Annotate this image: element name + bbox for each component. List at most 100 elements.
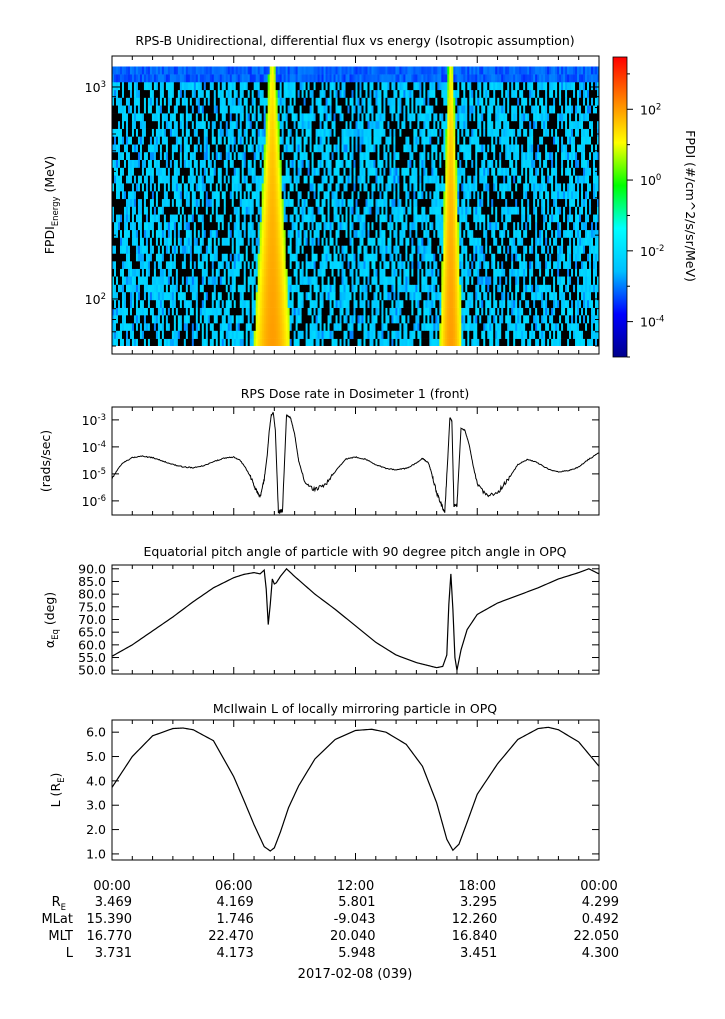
spectrogram-cell (279, 276, 283, 285)
spectrogram-cell (509, 291, 512, 301)
spectrogram-cell (289, 330, 293, 339)
spectrogram-cell (205, 221, 209, 231)
spectrogram-cell (253, 206, 257, 215)
spectrogram-cell (469, 284, 472, 293)
spectrogram-cell (499, 323, 502, 331)
spectrogram-cell (245, 323, 249, 331)
spectrogram-cell (427, 276, 430, 285)
spectrogram-cell (331, 183, 334, 192)
spectrogram-cell (143, 206, 147, 215)
spectrogram-cell (281, 261, 285, 269)
spectrogram-cell (483, 307, 486, 316)
spectrogram-cell (301, 214, 305, 223)
spectrogram-cell (377, 307, 380, 316)
spectrogram-cell (353, 338, 356, 347)
spectrogram-cell (521, 330, 524, 339)
spectrogram-cell (369, 245, 372, 254)
spectrogram-cell (317, 299, 320, 308)
spectrogram-cell (463, 253, 466, 262)
spectrogram-cell (367, 299, 370, 308)
spectrogram-cell (175, 198, 179, 207)
spectrogram-cell (299, 198, 303, 207)
spectrogram-cell (577, 299, 580, 308)
spectrogram-cell (575, 245, 578, 254)
spectrogram-cell (189, 183, 193, 192)
spectrogram-cell (593, 245, 596, 254)
spectrogram-cell (223, 299, 227, 308)
spectrogram-cell (493, 307, 496, 316)
spectrogram-cell (409, 323, 412, 331)
spectrogram-cell (187, 330, 191, 339)
spectrogram-cell (139, 229, 143, 238)
spectrogram-cell (441, 330, 444, 339)
spectrogram-cell (241, 253, 245, 262)
spectrogram-cell (179, 183, 183, 192)
spectrogram-cell (497, 323, 500, 331)
spectrogram-cell (171, 245, 175, 254)
spectrogram-cell (245, 183, 249, 192)
spectrogram-cell (145, 261, 149, 269)
spectrogram-cell (361, 284, 364, 293)
spectrogram-cell (259, 268, 263, 277)
spectrogram-cell (589, 245, 592, 254)
spectrogram-cell (253, 291, 257, 301)
spectrogram-cell (247, 307, 251, 316)
spectrogram-cell (195, 253, 199, 262)
spectrogram-cell (367, 237, 370, 246)
spectrogram-cell (185, 268, 189, 277)
spectrogram-cell (375, 261, 378, 269)
spectrogram-cell (595, 299, 598, 308)
spectrogram-cell (415, 237, 418, 246)
spectrogram-cell (195, 307, 199, 316)
spectrogram-cell (515, 315, 518, 324)
spectrogram-cell (453, 299, 456, 308)
spectrogram-cell (165, 253, 169, 262)
spectrogram-cell (529, 261, 532, 269)
spectrogram-cell (115, 284, 119, 293)
spectrogram-cell (503, 291, 506, 301)
spectrogram-cell (447, 276, 450, 285)
spectrogram-cell (487, 276, 490, 285)
spectrogram-cell (277, 253, 281, 262)
spectrogram-cell (461, 284, 464, 293)
spectrogram-cell (167, 307, 171, 316)
spectrogram-cell (231, 315, 235, 324)
spectrogram-cell (281, 245, 285, 254)
spectrogram-cell (249, 323, 253, 331)
spectrogram-cell (515, 338, 518, 347)
spectrogram-cell (549, 245, 552, 254)
spectrogram-cell (283, 198, 287, 207)
spectrogram-cell (279, 315, 283, 324)
spectrogram-cell (339, 276, 342, 285)
spectrogram-cell (525, 338, 528, 347)
spectrogram-cell (265, 315, 269, 324)
spectrogram-cell (255, 229, 259, 238)
spectrogram-cell (307, 245, 310, 254)
spectrogram-cell (163, 221, 167, 231)
spectrogram-cell (125, 221, 129, 231)
spectrogram-cell (507, 237, 510, 246)
spectrogram-cell (551, 237, 554, 246)
spectrogram-cell (299, 183, 303, 192)
spectrogram-cell (114, 191, 117, 200)
spectrogram-cell (505, 261, 508, 269)
spectrogram-cell (355, 214, 358, 223)
spectrogram-cell (503, 191, 506, 200)
spectrogram-cell (389, 229, 392, 238)
spectrogram-cell (131, 261, 135, 269)
spectrogram-cell (267, 253, 271, 262)
spectrogram-cell (149, 253, 153, 262)
spectrogram-cell (529, 315, 532, 324)
spectrogram-cell (539, 338, 542, 347)
spectrogram-cell (379, 221, 382, 231)
spectrogram-cell (437, 338, 440, 347)
spectrogram-cell (299, 214, 303, 223)
spectrogram-cell (151, 268, 155, 277)
spectrogram-cell (481, 307, 484, 316)
spectrogram-cell (387, 237, 390, 246)
spectrogram-cell (577, 291, 580, 301)
spectrogram-cell (579, 237, 582, 246)
spectrogram-cell (337, 261, 340, 269)
spectrogram-cell (491, 245, 494, 254)
spectrogram-cell (495, 315, 498, 324)
